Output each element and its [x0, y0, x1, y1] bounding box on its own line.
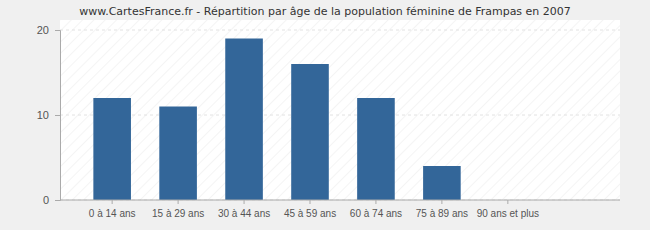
- tick-label: 10: [37, 109, 49, 121]
- background: [0, 0, 650, 230]
- tick: 10: [37, 109, 60, 121]
- tick-mark: [441, 200, 442, 204]
- tick: 75 à 89 ans: [416, 200, 468, 219]
- y-axis-line: [55, 31, 61, 201]
- tick-mark: [55, 115, 60, 116]
- tick-mark: [244, 200, 245, 204]
- tick: 45 à 59 ans: [284, 200, 336, 219]
- tick-mark: [112, 200, 113, 204]
- tick: 90 ans et plus: [477, 200, 539, 219]
- bar: [93, 98, 131, 200]
- tick-label: 0 à 14 ans: [89, 208, 136, 219]
- chart: www.CartesFrance.fr - Répartition par âg…: [0, 0, 650, 230]
- tick-label: 60 à 74 ans: [350, 208, 402, 219]
- tick: 0: [43, 194, 60, 206]
- tick: 30 à 44 ans: [218, 200, 270, 219]
- tick-mark: [55, 200, 60, 201]
- tick-mark: [507, 200, 508, 204]
- grid-line: [60, 115, 620, 116]
- bars: [93, 39, 460, 201]
- tick-mark: [178, 200, 179, 204]
- title: www.CartesFrance.fr - Répartition par âg…: [79, 5, 571, 18]
- tick: 0 à 14 ans: [89, 200, 136, 219]
- tick: 60 à 74 ans: [350, 200, 402, 219]
- plot-area: [60, 20, 620, 200]
- tick-label: 90 ans et plus: [477, 208, 539, 219]
- tick-mark: [375, 200, 376, 204]
- grid-line: [60, 30, 620, 31]
- bar: [423, 166, 461, 200]
- tick-mark: [55, 30, 60, 31]
- bar: [291, 64, 329, 200]
- bar: [357, 98, 395, 200]
- tick-label: 0: [43, 194, 49, 206]
- tick-label: 20: [37, 24, 49, 36]
- tick-label: 75 à 89 ans: [416, 208, 468, 219]
- tick-mark: [310, 200, 311, 204]
- grid-line: [60, 200, 620, 201]
- tick: 20: [37, 24, 60, 36]
- bar: [159, 107, 197, 201]
- y-axis: 0 10 20: [37, 24, 61, 206]
- tick-label: 30 à 44 ans: [218, 208, 270, 219]
- tick-label: 15 à 29 ans: [152, 208, 204, 219]
- x-axis: 0 à 14 ans 15 à 29 ans 30 à 44 ans 45 à 59 …: [60, 200, 620, 219]
- tick: 15 à 29 ans: [152, 200, 204, 219]
- tick-label: 45 à 59 ans: [284, 208, 336, 219]
- x-axis-line: [60, 200, 620, 201]
- bar: [225, 39, 263, 201]
